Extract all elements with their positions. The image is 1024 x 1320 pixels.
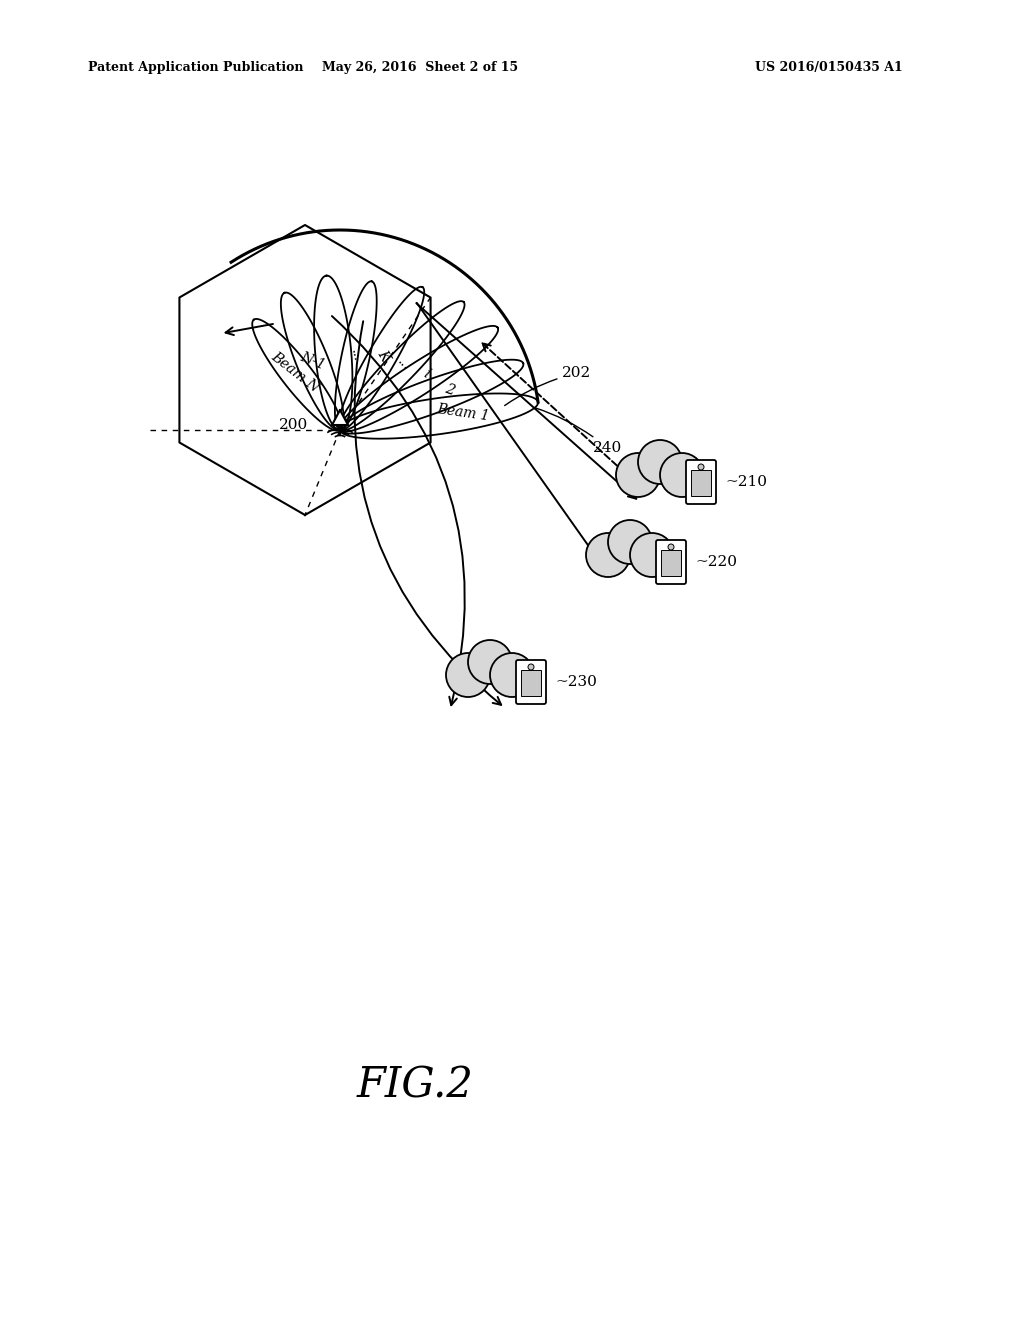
Bar (521, 671, 541, 696)
Circle shape (608, 520, 652, 564)
Text: US 2016/0150435 A1: US 2016/0150435 A1 (755, 62, 903, 74)
Circle shape (586, 533, 630, 577)
Polygon shape (332, 411, 348, 425)
Circle shape (660, 453, 705, 498)
Text: Beam N: Beam N (268, 350, 322, 396)
Text: 240: 240 (536, 408, 623, 455)
FancyBboxPatch shape (656, 540, 686, 583)
Text: ~220: ~220 (695, 554, 737, 569)
Text: 200: 200 (279, 418, 308, 432)
Text: i: i (421, 367, 432, 380)
Circle shape (616, 453, 660, 498)
Text: May 26, 2016  Sheet 2 of 15: May 26, 2016 Sheet 2 of 15 (322, 62, 518, 74)
Text: 2: 2 (443, 381, 457, 399)
Text: Patent Application Publication: Patent Application Publication (88, 62, 303, 74)
Text: 202: 202 (505, 366, 592, 405)
Text: K: K (374, 347, 391, 364)
Text: ...: ... (395, 354, 414, 372)
Text: Beam 1: Beam 1 (435, 403, 490, 424)
Text: ...: ... (347, 348, 364, 363)
Text: N-1: N-1 (298, 350, 327, 372)
FancyBboxPatch shape (516, 660, 546, 704)
Text: FIG.2: FIG.2 (356, 1064, 473, 1106)
Circle shape (638, 440, 682, 484)
Circle shape (630, 533, 674, 577)
Circle shape (668, 544, 674, 550)
Text: ~210: ~210 (725, 475, 767, 488)
Circle shape (490, 653, 534, 697)
Circle shape (698, 465, 705, 470)
Circle shape (528, 664, 534, 671)
Circle shape (446, 653, 490, 697)
Circle shape (468, 640, 512, 684)
Bar (691, 470, 711, 496)
Bar (662, 550, 681, 576)
FancyBboxPatch shape (686, 459, 716, 504)
Text: ~230: ~230 (555, 675, 597, 689)
